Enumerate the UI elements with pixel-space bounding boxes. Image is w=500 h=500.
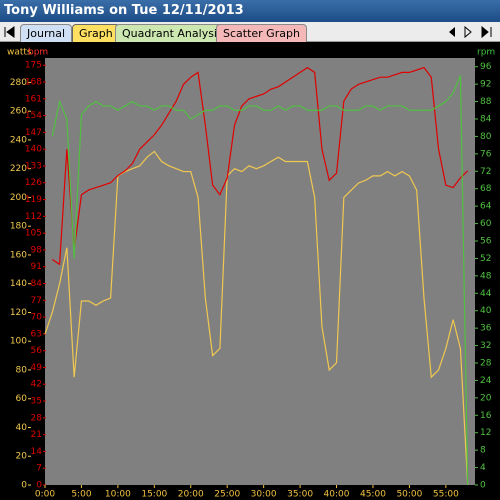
y-tick-label: 20 (16, 452, 28, 462)
tab-icons (4, 25, 492, 39)
y2-tick-label: 56 (31, 346, 43, 356)
y3-tick-label: 12 (480, 428, 491, 438)
prev-button[interactable] (449, 27, 455, 37)
y3-tick-label: 16 (480, 411, 492, 421)
y2-tick-label: 42 (31, 380, 42, 390)
plot-area (45, 58, 475, 485)
x-tick-label: 35:00 (287, 490, 313, 500)
y3-tick-label: 4 (480, 463, 486, 473)
y3-tick-label: 44 (480, 289, 492, 299)
series-line (44, 150, 469, 486)
y2-tick-label: 154 (25, 111, 42, 121)
y2-tick-label: 21 (31, 430, 42, 440)
y3-tick-label: 72 (480, 167, 491, 177)
y-tick-label: 160 (10, 250, 27, 260)
x-tick-label: 50:00 (396, 490, 422, 500)
y-tick-label: 100 (10, 337, 27, 347)
y2-tick-label: 84 (31, 279, 43, 289)
x-tick-label: 55:00 (433, 490, 459, 500)
y2-tick-label: 168 (25, 77, 42, 87)
x-tick-label: 25:00 (214, 490, 240, 500)
y3-tick-label: 96 (480, 62, 492, 72)
y2-tick-label: 119 (25, 195, 42, 205)
y2-tick-label: 140 (25, 145, 42, 155)
y3-tick-label: 76 (480, 149, 492, 159)
y3-tick-label: 88 (480, 97, 492, 107)
y3-tick-label: 68 (480, 184, 492, 194)
y3-tick-label: 8 (480, 446, 486, 456)
y2-axis-label: bpm (28, 48, 48, 58)
y3-tick-label: 32 (480, 341, 491, 351)
tab[interactable]: Journal (20, 24, 73, 42)
y2-tick-label: 28 (31, 413, 43, 423)
y3-tick-label: 84 (480, 115, 492, 125)
x-tick-label: 5:00 (71, 490, 91, 500)
y-tick-label: 240 (10, 135, 27, 145)
y3-tick-label: 56 (480, 237, 492, 247)
y3-tick-label: 28 (480, 359, 492, 369)
y2-tick-label: 70 (31, 313, 43, 323)
y2-tick-label: 14 (31, 447, 43, 457)
y2-tick-label: 98 (31, 245, 43, 255)
y2-tick-label: 0 (36, 481, 42, 491)
y2-tick-label: 147 (25, 128, 42, 138)
x-tick-label: 30:00 (251, 490, 277, 500)
x-tick-label: 15:00 (141, 490, 167, 500)
y3-tick-label: 48 (480, 271, 492, 281)
y3-tick-label: 20 (480, 393, 492, 403)
next-button[interactable] (464, 25, 472, 39)
y2-tick-label: 112 (25, 212, 42, 222)
y2-tick-label: 105 (25, 229, 42, 239)
y3-tick-label: 52 (480, 254, 491, 264)
y3-tick-label: 40 (480, 306, 492, 316)
series-line (51, 75, 469, 486)
y2-tick-label: 126 (25, 178, 42, 188)
y3-tick-label: 60 (480, 219, 492, 229)
y2-tick-label: 91 (31, 262, 42, 272)
tab[interactable]: Scatter Graph (216, 24, 307, 42)
y3-tick-label: 92 (480, 80, 491, 90)
y-tick-label: 200 (10, 193, 27, 203)
y-tick-label: 60 (16, 394, 28, 404)
y2-tick-label: 175 (25, 61, 42, 71)
y3-tick-label: 24 (480, 376, 492, 386)
y-tick-label: 0 (21, 481, 27, 491)
y3-tick-label: 80 (480, 132, 492, 142)
y3-tick-label: 64 (480, 202, 492, 212)
y-tick-label: 280 (10, 78, 27, 88)
x-tick-label: 10:00 (105, 490, 131, 500)
x-tick-label: 20:00 (178, 490, 204, 500)
y2-tick-label: 7 (36, 464, 42, 474)
first-button[interactable] (4, 26, 15, 38)
window-title: Tony Williams on Tue 12/11/2013 (0, 0, 500, 22)
tab-bar: Journal Graph Quadrant Analysis Scatter … (0, 22, 500, 42)
x-tick-label: 45:00 (360, 490, 386, 500)
chart: watts bpm rpm 02040608010012014016018020… (7, 48, 495, 500)
y2-tick-label: 77 (31, 296, 42, 306)
y-tick-label: 140 (10, 279, 27, 289)
y2-tick-label: 133 (25, 161, 42, 171)
y3-tick-label: 0 (480, 481, 486, 491)
y-axis-label: watts (7, 48, 32, 58)
y3-tick-label: 36 (480, 324, 492, 334)
tab[interactable]: Graph (72, 24, 120, 42)
tab[interactable]: Quadrant Analysis (115, 24, 230, 42)
x-tick-label: 0:00 (35, 490, 55, 500)
y2-tick-label: 49 (31, 363, 43, 373)
y-tick-label: 220 (10, 164, 27, 174)
y-tick-label: 40 (16, 423, 28, 433)
y-tick-label: 80 (16, 365, 28, 375)
y2-tick-label: 35 (31, 397, 42, 407)
y2-tick-label: 63 (31, 329, 42, 339)
y-tick-label: 180 (10, 222, 27, 232)
last-button[interactable] (481, 25, 492, 39)
y-tick-label: 120 (10, 308, 27, 318)
y3-axis-label: rpm (477, 48, 495, 58)
y2-tick-label: 161 (25, 94, 42, 104)
y-tick-label: 260 (10, 107, 27, 117)
x-tick-label: 40:00 (324, 490, 350, 500)
series-line (51, 66, 469, 266)
